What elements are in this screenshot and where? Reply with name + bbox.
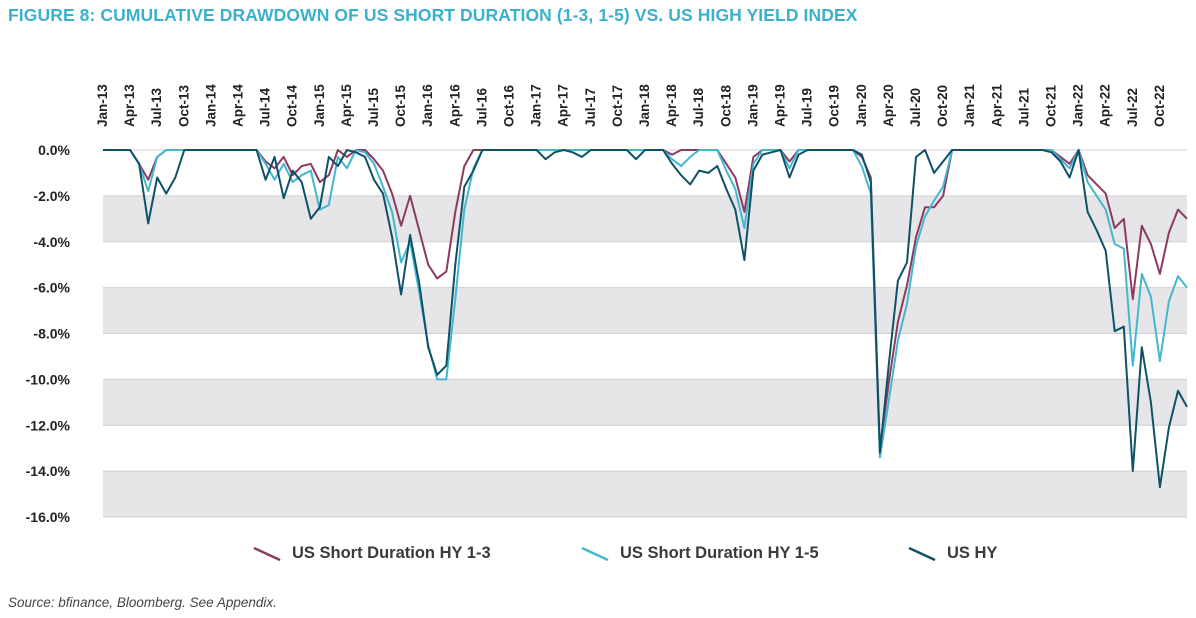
y-tick-label: -10.0% [26,371,71,387]
y-tick-label: -16.0% [26,509,71,525]
x-tick-label: Jan-18 [637,84,652,127]
x-tick-label: Oct-17 [610,85,625,127]
x-tick-label: Oct-15 [393,84,408,127]
x-tick-label: Apr-16 [447,84,462,127]
x-tick-label: Jul-15 [366,87,381,127]
legend-swatch-1-5 [581,546,609,562]
x-axis-ticks: Jan-13 Apr-13 Jul-13 Oct-13 Jan-14 Apr-14 Jul-… [95,84,1167,127]
legend-swatch-1-3 [253,546,281,562]
grid-band [103,379,1187,426]
x-tick-label: Jan-15 [312,84,327,127]
y-tick-label: -2.0% [33,188,70,204]
y-tick-label: 0.0% [38,142,70,158]
x-tick-label: Jul-18 [691,87,706,127]
x-tick-label: Apr-17 [556,84,571,127]
x-tick-label: Oct-18 [718,84,733,127]
x-tick-label: Jul-16 [474,87,489,127]
x-tick-label: Oct-19 [827,85,842,127]
x-tick-label: Jul-17 [583,88,598,127]
x-tick-label: Oct-21 [1044,84,1059,127]
grid-band [103,287,1187,334]
chart-title: FIGURE 8: CUMULATIVE DRAWDOWN OF US SHOR… [8,5,858,25]
series-line-us-hy [103,149,1188,489]
x-tick-label: Apr-22 [1098,84,1113,127]
grid-band [103,471,1187,517]
y-axis-ticks: 0.0% -2.0% -4.0% -6.0% -8.0% -10.0% -12.0% -14.… [26,142,71,525]
x-tick-label: Oct-22 [1152,85,1167,127]
x-tick-label: Oct-16 [502,84,517,127]
legend: US Short Duration HY 1-3 US Short Durati… [0,542,1196,566]
legend-item-1-3: US Short Duration HY 1-3 [252,542,491,564]
grid-bands [103,195,1187,517]
y-tick-label: -4.0% [33,234,70,250]
x-tick-label: Jan-19 [745,84,760,127]
legend-label-1-5: US Short Duration HY 1-5 [620,543,819,562]
x-tick-label: Jul-21 [1016,87,1031,127]
x-tick-label: Jan-14 [203,84,218,127]
x-tick-label: Apr-19 [773,84,788,127]
x-tick-label: Oct-14 [285,84,300,127]
x-tick-label: Apr-18 [664,84,679,127]
x-tick-label: Oct-13 [176,84,191,127]
y-tick-label: -14.0% [26,463,71,479]
x-tick-label: Jan-13 [95,84,110,127]
x-tick-label: Jan-16 [420,84,435,127]
x-tick-label: Jul-19 [800,88,815,127]
x-tick-label: Apr-20 [881,84,896,127]
legend-label-hy: US HY [947,543,998,562]
grid-band [103,195,1187,242]
legend-swatch-hy [908,546,936,562]
x-tick-label: Apr-15 [339,84,354,127]
x-tick-label: Jul-20 [908,88,923,127]
y-tick-label: -8.0% [33,326,70,342]
x-tick-label: Apr-13 [122,84,137,127]
x-tick-label: Apr-14 [231,84,246,127]
source-note: Source: bfinance, Bloomberg. See Appendi… [8,595,277,610]
x-tick-label: Jul-14 [258,87,273,127]
legend-item-hy: US HY [907,542,997,564]
x-tick-label: Oct-20 [935,85,950,127]
x-tick-label: Jan-20 [854,84,869,127]
x-tick-label: Jan-22 [1071,84,1086,127]
legend-label-1-3: US Short Duration HY 1-3 [292,543,491,562]
x-tick-label: Jan-17 [529,84,544,127]
series-lines [103,149,1188,489]
y-tick-label: -6.0% [33,280,70,296]
x-tick-label: Jul-22 [1125,88,1140,127]
x-tick-label: Jan-21 [962,84,977,127]
x-tick-label: Jul-13 [149,87,164,127]
x-tick-label: Apr-21 [989,84,1004,127]
legend-item-1-5: US Short Duration HY 1-5 [580,542,819,564]
y-tick-label: -12.0% [26,417,71,433]
